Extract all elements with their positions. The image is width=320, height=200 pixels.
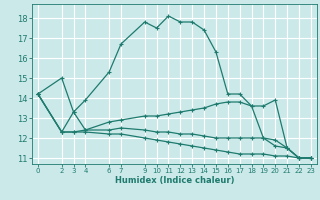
X-axis label: Humidex (Indice chaleur): Humidex (Indice chaleur) bbox=[115, 176, 234, 185]
